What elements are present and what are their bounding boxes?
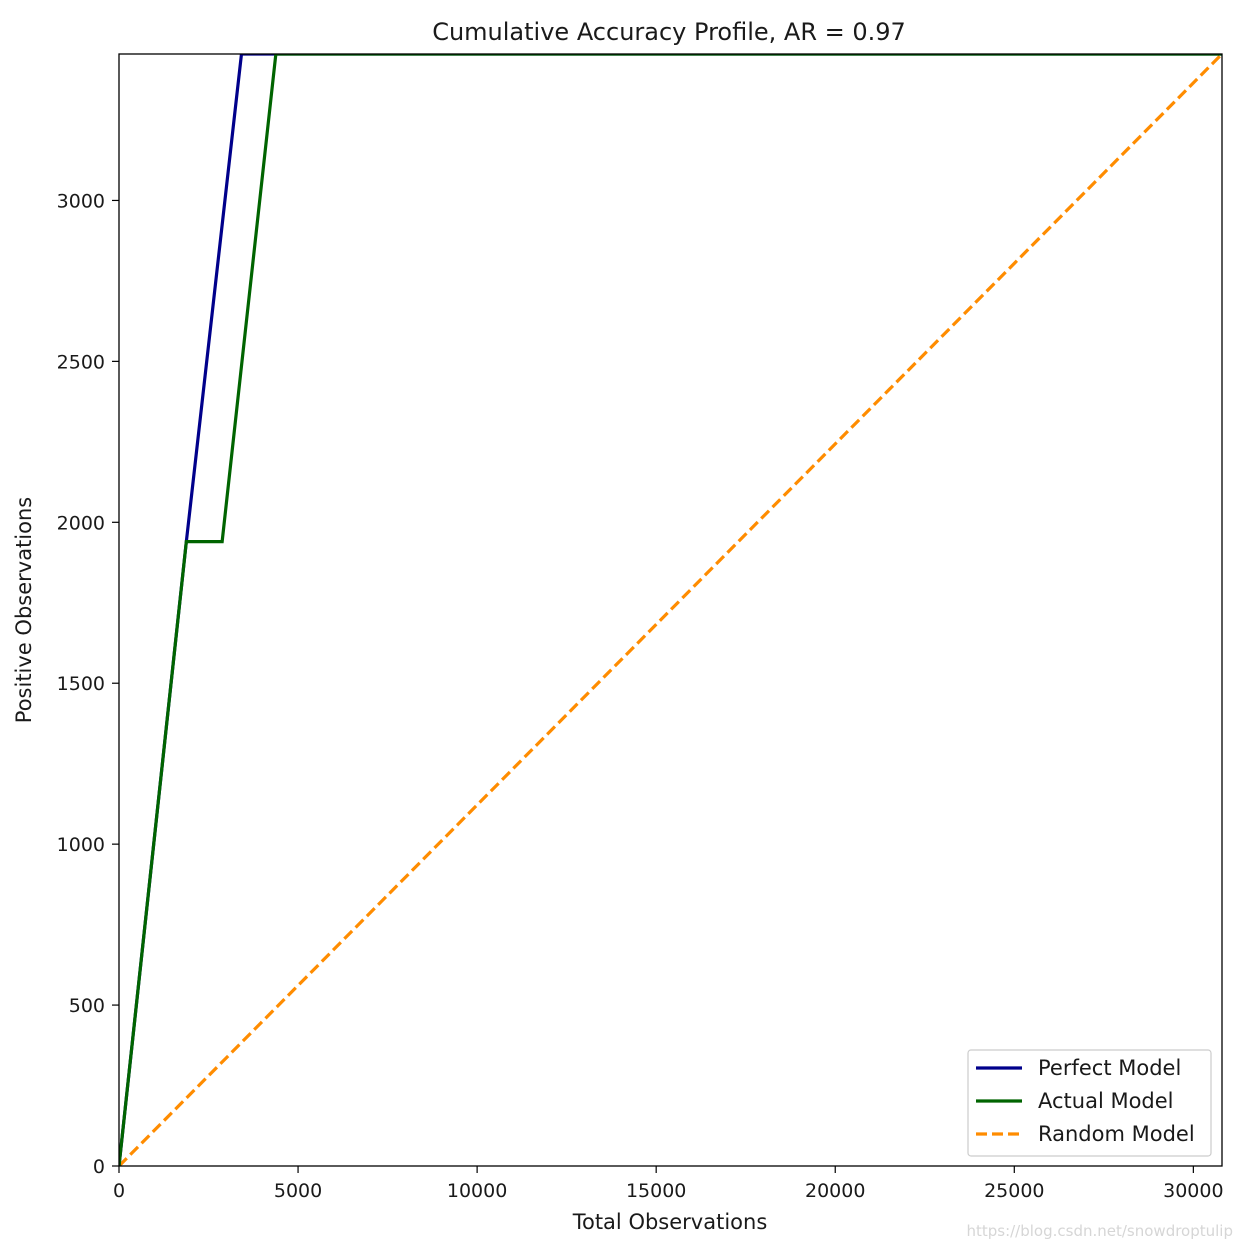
series-line-random-model	[119, 54, 1222, 1166]
y-tick-label: 2000	[57, 512, 105, 534]
x-axis-label: Total Observations	[572, 1210, 768, 1234]
y-tick-label: 0	[93, 1156, 105, 1178]
y-tick-label: 2500	[57, 351, 105, 373]
y-tick-label: 1000	[57, 834, 105, 856]
y-axis-label: Positive Observations	[12, 497, 36, 723]
x-tick-label: 25000	[984, 1180, 1044, 1202]
x-tick-label: 10000	[447, 1180, 507, 1202]
legend-label: Actual Model	[1038, 1089, 1174, 1113]
x-tick-label: 30000	[1163, 1180, 1223, 1202]
series-line-actual-model	[119, 54, 1222, 1166]
plot-frame	[118, 53, 1223, 1167]
x-tick-label: 20000	[805, 1180, 865, 1202]
chart-title: Cumulative Accuracy Profile, AR = 0.97	[432, 18, 906, 46]
series-layer	[119, 54, 1222, 1166]
legend-items: Perfect Model Actual Model Random Model	[976, 1056, 1195, 1146]
watermark: https://blog.csdn.net/snowdroptulip	[966, 1222, 1233, 1240]
y-tick-label: 500	[69, 995, 105, 1017]
x-axis-ticks: 0 5000 10000 15000 20000 25000 30000	[113, 1166, 1224, 1202]
y-tick-label: 3000	[57, 190, 105, 212]
legend-label: Random Model	[1038, 1122, 1195, 1146]
legend-box	[967, 1049, 1212, 1157]
x-tick-label: 0	[113, 1180, 125, 1202]
y-tick-label: 1500	[57, 673, 105, 695]
legend-label: Perfect Model	[1038, 1056, 1181, 1080]
y-axis-ticks: 0 500 1000 1500 2000 2500 3000	[57, 190, 119, 1178]
x-tick-label: 5000	[274, 1180, 322, 1202]
x-tick-label: 15000	[626, 1180, 686, 1202]
legend: Perfect Model Actual Model Random Model	[967, 1049, 1212, 1157]
